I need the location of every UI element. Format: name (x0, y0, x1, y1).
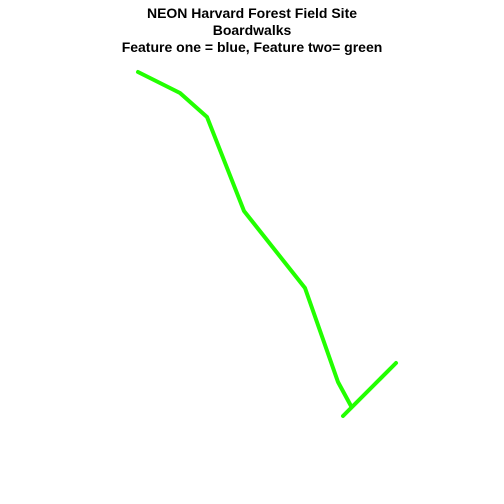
title-line-2: Boardwalks (212, 22, 292, 38)
title-line-1: NEON Harvard Forest Field Site (146, 5, 358, 21)
boardwalk-feature-two-main (136, 70, 353, 408)
boardwalk-feature-two-branch (341, 361, 398, 418)
plot-title: NEON Harvard Forest Field Site Boardwalk… (0, 5, 504, 56)
title-line-3: Feature one = blue, Feature two= green (121, 39, 383, 55)
boardwalk-features (136, 70, 398, 418)
